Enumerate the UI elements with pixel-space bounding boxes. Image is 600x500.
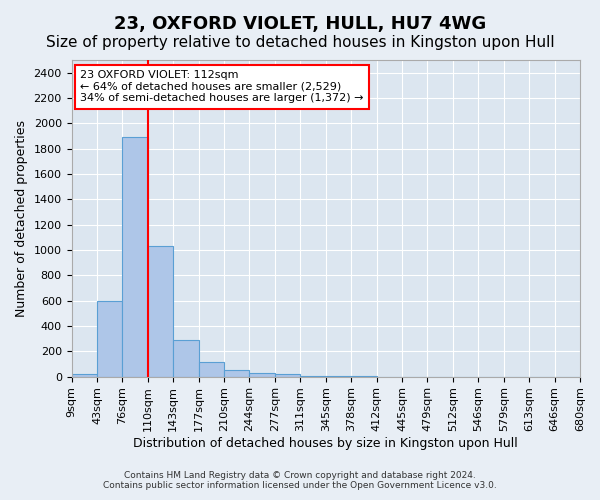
Bar <box>224 370 250 376</box>
Text: 23 OXFORD VIOLET: 112sqm
← 64% of detached houses are smaller (2,529)
34% of sem: 23 OXFORD VIOLET: 112sqm ← 64% of detach… <box>80 70 364 103</box>
Bar <box>173 340 199 376</box>
Bar <box>148 246 173 376</box>
Bar <box>250 373 275 376</box>
Bar <box>122 137 148 376</box>
Bar <box>275 374 301 376</box>
Bar <box>199 362 224 376</box>
X-axis label: Distribution of detached houses by size in Kingston upon Hull: Distribution of detached houses by size … <box>133 437 518 450</box>
Bar <box>97 300 122 376</box>
Bar <box>71 374 97 376</box>
Text: Contains HM Land Registry data © Crown copyright and database right 2024.
Contai: Contains HM Land Registry data © Crown c… <box>103 470 497 490</box>
Y-axis label: Number of detached properties: Number of detached properties <box>15 120 28 317</box>
Text: Size of property relative to detached houses in Kingston upon Hull: Size of property relative to detached ho… <box>46 35 554 50</box>
Text: 23, OXFORD VIOLET, HULL, HU7 4WG: 23, OXFORD VIOLET, HULL, HU7 4WG <box>114 15 486 33</box>
